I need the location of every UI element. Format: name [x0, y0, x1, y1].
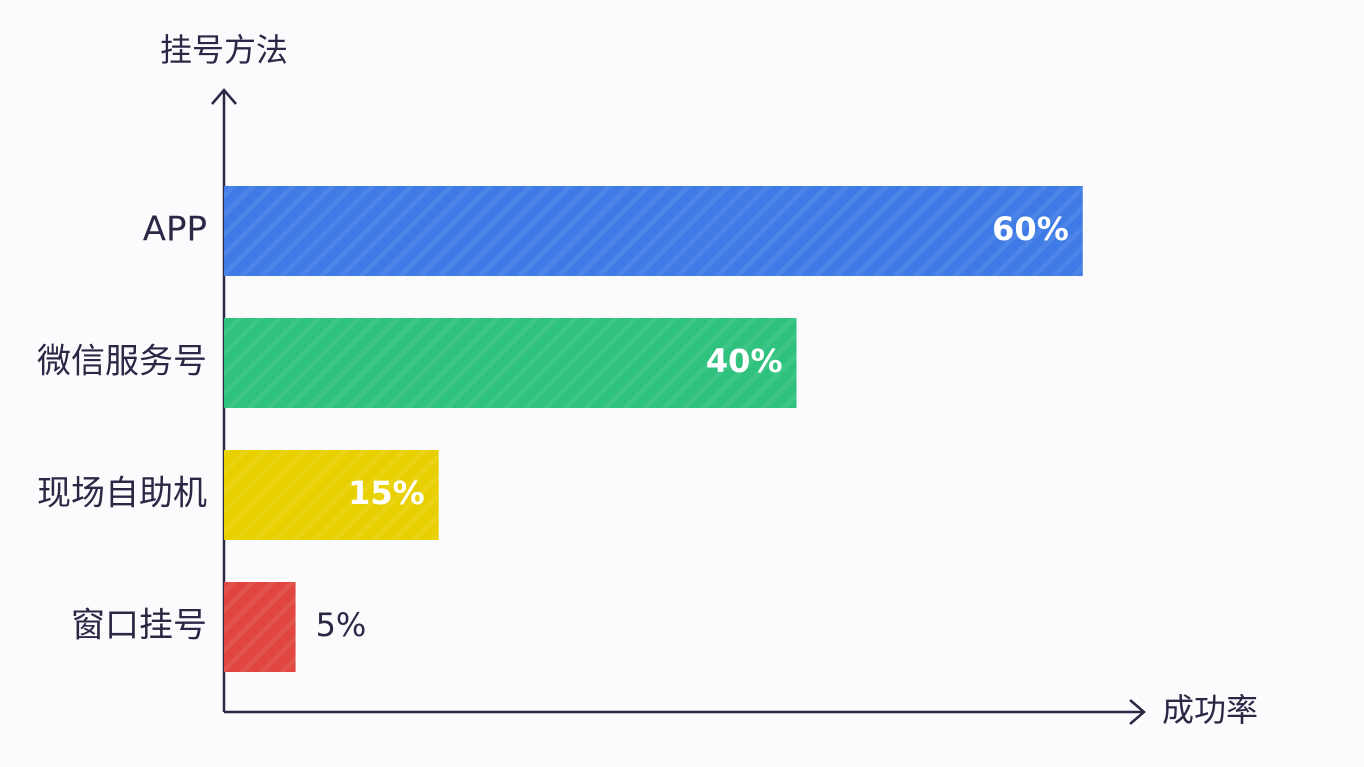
value-label: 60%	[992, 210, 1069, 248]
bar-hatch	[224, 186, 1083, 276]
category-label: 现场自助机	[37, 474, 207, 514]
value-label: 40%	[706, 342, 783, 380]
value-label: 15%	[348, 474, 425, 512]
category-label: APP	[143, 210, 207, 250]
bar-hatch	[224, 318, 797, 408]
y-axis-label: 挂号方法	[160, 31, 288, 69]
bar-hatch	[224, 450, 439, 540]
bar-hatch	[224, 582, 296, 672]
x-axis-label: 成功率	[1162, 691, 1258, 729]
category-label: 微信服务号	[37, 342, 207, 382]
x-axis-arrow	[1129, 699, 1146, 725]
y-axis-arrow	[211, 88, 237, 105]
value-label: 5%	[316, 606, 367, 644]
category-label: 窗口挂号	[71, 606, 207, 646]
